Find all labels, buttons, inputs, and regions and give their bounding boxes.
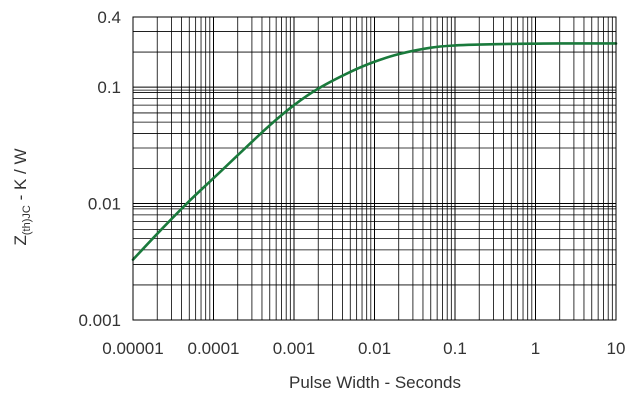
x-tick-label: 10 (607, 339, 626, 358)
y-tick-labels: 0.001 0.01 0.1 0.4 (78, 8, 121, 330)
x-tick-label: 0.01 (358, 339, 391, 358)
series-layer (131, 42, 618, 261)
y-tick-label: 0.1 (97, 78, 121, 97)
x-tick-label: 0.001 (273, 339, 316, 358)
y-axis-title-sub: (th)JC (21, 205, 33, 235)
x-tick-labels: 0.00001 0.0001 0.001 0.01 0.1 1 10 (102, 339, 625, 358)
x-tick-label: 0.00001 (102, 339, 163, 358)
y-tick-label: 0.4 (97, 8, 121, 27)
x-tick-label: 1 (531, 339, 540, 358)
series-line-0 (131, 42, 618, 261)
y-tick-label: 0.01 (88, 195, 121, 214)
y-axis-title-main: Z (11, 235, 30, 245)
y-axis-title-rest: - K / W (11, 148, 30, 205)
x-tick-label: 0.1 (443, 339, 467, 358)
x-axis-title: Pulse Width - Seconds (289, 373, 461, 392)
x-tick-label: 0.0001 (188, 339, 240, 358)
y-tick-label: 0.001 (78, 311, 121, 330)
plot-frame (132, 16, 617, 321)
y-axis-title: Z(th)JC - K / W (11, 148, 33, 245)
